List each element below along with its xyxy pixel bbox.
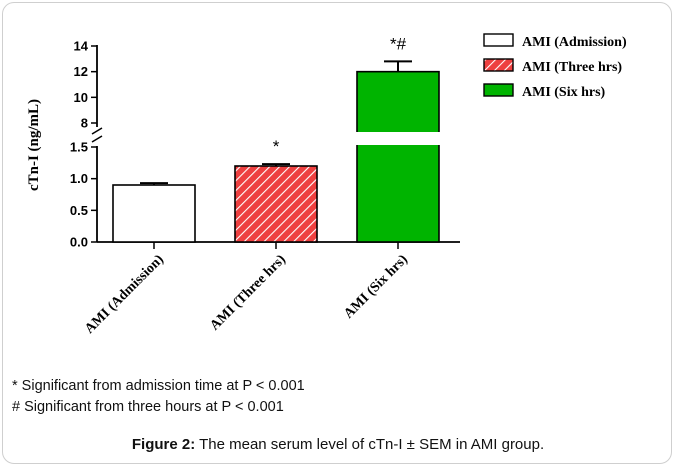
bar-break-gap (355, 132, 441, 145)
y-tick-label-upper: 12 (74, 64, 88, 79)
legend-swatch-2 (483, 58, 514, 72)
y-tick-label-lower: 0.5 (70, 203, 88, 218)
legend-label-3: AMI (Six hrs) (522, 85, 606, 100)
x-tick-label-3: AMI (Six hrs) (341, 252, 411, 322)
y-tick-label-lower: 1.5 (70, 140, 88, 155)
axis-break-mark-lower (91, 135, 103, 143)
caption-label: Figure 2: (131, 436, 196, 453)
figure-caption: Figure 2: The mean serum level of cTn-I … (0, 436, 676, 453)
footnote-significance-three-hours: # Significant from three hours at P < 0.… (12, 399, 284, 415)
y-tick-label-lower: 1.0 (70, 171, 88, 186)
significance-mark-2: * (273, 137, 280, 156)
y-axis-label: cTn-I (ng/mL) (26, 99, 42, 191)
caption-text: The mean serum level of cTn-I ± SEM in A… (195, 436, 545, 453)
legend-label-1: AMI (Admission) (522, 35, 627, 50)
legend-label-2: AMI (Three hrs) (522, 60, 622, 75)
legend-swatch-3 (483, 83, 514, 97)
bar-3 (356, 70, 440, 243)
x-tick-label-2: AMI (Three hrs) (207, 252, 289, 334)
y-tick-label-lower: 0.0 (70, 235, 88, 250)
significance-mark-3: *# (390, 34, 407, 53)
axis-break-mark-upper (91, 127, 103, 135)
y-tick-label-upper: 10 (74, 90, 88, 105)
bar-1 (112, 184, 196, 243)
footnote-significance-admission: * Significant from admission time at P <… (12, 378, 305, 394)
y-tick-label-upper: 14 (74, 39, 89, 54)
x-tick-label-1: AMI (Admission) (82, 252, 167, 337)
y-tick-label-upper: 8 (81, 116, 88, 131)
legend-swatch-1 (483, 33, 514, 47)
bar-2 (234, 165, 318, 243)
